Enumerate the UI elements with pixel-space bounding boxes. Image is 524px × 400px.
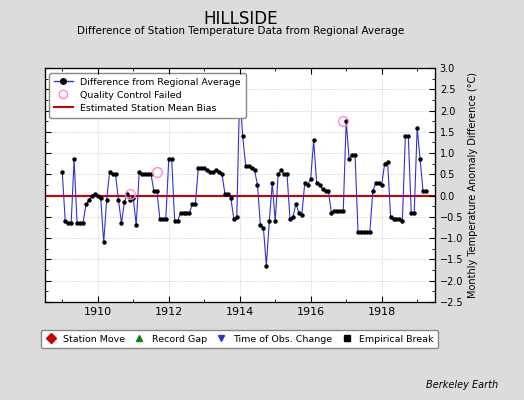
Text: HILLSIDE: HILLSIDE xyxy=(204,10,278,28)
Text: Berkeley Earth: Berkeley Earth xyxy=(425,380,498,390)
Y-axis label: Monthly Temperature Anomaly Difference (°C): Monthly Temperature Anomaly Difference (… xyxy=(467,72,477,298)
Legend: Station Move, Record Gap, Time of Obs. Change, Empirical Break: Station Move, Record Gap, Time of Obs. C… xyxy=(41,330,438,348)
Legend: Difference from Regional Average, Quality Control Failed, Estimated Station Mean: Difference from Regional Average, Qualit… xyxy=(49,73,246,118)
Text: Difference of Station Temperature Data from Regional Average: Difference of Station Temperature Data f… xyxy=(78,26,405,36)
